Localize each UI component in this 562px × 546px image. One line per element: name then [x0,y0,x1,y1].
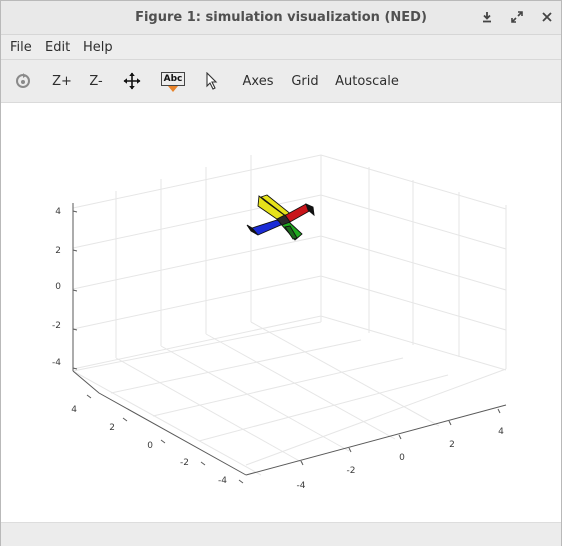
dropdown-arrow-icon [168,86,178,92]
left-axis-tick-label: 0 [147,441,153,451]
rotate-icon [16,73,30,88]
close-icon [542,12,552,22]
menu-file[interactable]: File [10,40,32,55]
grid-lines [72,154,507,476]
autoscale-button[interactable]: Autoscale [335,73,399,89]
menu-help[interactable]: Help [83,40,113,55]
right-axis-tick-label: -4 [297,481,306,491]
zoom-out-button[interactable]: Z- [89,73,103,89]
menu-edit[interactable]: Edit [45,40,71,55]
vertical-tick-label: 0 [55,282,61,292]
axes-3d[interactable]: 4 2 0 -2 -4 4 2 0 -2 -4 -4 -2 0 2 4 [1,103,561,521]
left-axis-tick-label: -2 [180,458,189,468]
pan-icon [123,72,141,90]
cursor-icon [206,72,218,90]
maximize-button[interactable] [507,7,527,27]
download-button[interactable] [477,7,497,27]
axes-button[interactable]: Axes [242,73,274,89]
aircraft-left-wing-tip [246,224,259,236]
window-title: Figure 1: simulation visualization (NED) [135,10,427,25]
close-button[interactable] [537,7,557,27]
right-axis-ticks [300,408,501,466]
select-button[interactable] [204,71,220,91]
plot-canvas[interactable]: 4 2 0 -2 -4 4 2 0 -2 -4 -4 -2 0 2 4 [1,103,561,521]
text-tool-label: Abc [160,72,186,86]
vertical-axis-ticks [72,210,78,370]
toolbar: Z+ Z- Abc Axes Grid Autoscale [1,60,561,103]
menu-bar: File Edit Help [1,35,561,60]
aircraft-fuselage [276,214,291,226]
text-tool-button[interactable]: Abc [160,69,186,95]
left-axis-tick-label: -4 [218,476,227,486]
maximize-icon [511,11,523,23]
zoom-in-button[interactable]: Z+ [52,73,72,89]
right-axis-tick-label: -2 [347,466,356,476]
aircraft-model [246,194,315,241]
left-axis-tick-label: 4 [71,405,77,415]
left-axis-ticks [86,394,244,484]
pan-button[interactable] [122,71,142,91]
aircraft-tail-fin [284,225,298,240]
aircraft-right-wing-tip [305,203,315,217]
axis-lines [72,203,507,476]
vertical-tick-label: 2 [55,246,61,256]
title-bar: Figure 1: simulation visualization (NED) [1,1,561,35]
download-icon [483,12,491,23]
vertical-tick-label: -2 [52,321,61,331]
right-axis-tick-label: 4 [498,427,504,437]
status-bar [1,522,561,546]
rotate-button[interactable] [13,71,33,91]
right-axis-tick-label: 0 [399,453,405,463]
right-axis-tick-label: 2 [449,440,455,450]
vertical-tick-label: -4 [52,358,61,368]
left-axis-tick-label: 2 [109,423,115,433]
grid-button[interactable]: Grid [291,73,319,89]
vertical-tick-label: 4 [55,207,61,217]
